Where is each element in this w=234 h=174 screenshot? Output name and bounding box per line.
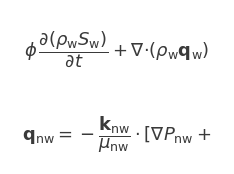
Text: $\mathbf{q}_{\rm nw} = -\dfrac{\mathbf{k}_{\rm nw}}{\mu_{\rm nw}}\cdot[\nabla P_: $\mathbf{q}_{\rm nw} = -\dfrac{\mathbf{k… [22,115,212,155]
Text: $\phi \,\dfrac{\partial(\rho_{\rm w}S_{\rm w})}{\partial t} + \nabla{\cdot}(\rho: $\phi \,\dfrac{\partial(\rho_{\rm w}S_{\… [24,29,210,69]
